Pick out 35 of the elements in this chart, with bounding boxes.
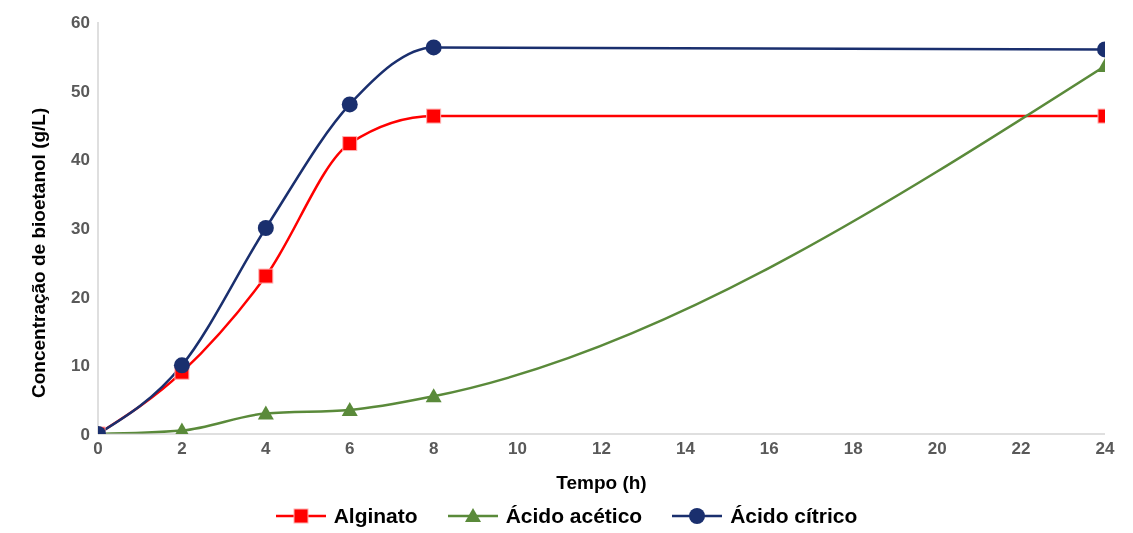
x-tick-label: 2 xyxy=(177,439,187,459)
y-tick-label: 10 xyxy=(71,356,90,376)
point xyxy=(425,39,442,56)
y-tick-label: 60 xyxy=(71,13,90,33)
x-tick-label: 20 xyxy=(927,439,947,459)
point xyxy=(257,405,274,420)
y-tick-label: 20 xyxy=(71,287,90,307)
point xyxy=(426,108,442,124)
point xyxy=(341,401,358,416)
x-tick-label: 16 xyxy=(759,439,779,459)
y-tick-label: 40 xyxy=(71,150,90,170)
x-tick-label: 10 xyxy=(508,439,528,459)
point xyxy=(341,96,358,113)
x-tick-label: 24 xyxy=(1095,439,1115,459)
x-tick-label: 22 xyxy=(1011,439,1031,459)
legend-label: Ácido acético xyxy=(504,504,643,528)
legend-label: Ácido cítrico xyxy=(729,504,858,528)
x-tick-label: 8 xyxy=(428,439,439,459)
x-tick-label: 6 xyxy=(345,439,355,459)
x-tick-label: 18 xyxy=(843,439,863,459)
x-tick-label: 14 xyxy=(675,439,696,459)
point xyxy=(173,357,190,374)
x-axis-title: Tempo (h) xyxy=(556,472,647,493)
y-tick-label: 30 xyxy=(71,219,90,239)
x-tick-label: 0 xyxy=(93,439,103,459)
point xyxy=(342,136,358,152)
point xyxy=(258,268,274,284)
y-tick-label: 0 xyxy=(80,425,90,445)
x-tick-label: 12 xyxy=(592,439,611,459)
x-tick-label: 4 xyxy=(261,439,272,459)
point xyxy=(257,220,274,236)
y-axis-title: Concentração de bioetanol (g/L) xyxy=(27,107,49,398)
legend-label: Alginato xyxy=(332,504,418,528)
y-tick-label: 50 xyxy=(71,81,90,101)
point xyxy=(425,388,442,403)
